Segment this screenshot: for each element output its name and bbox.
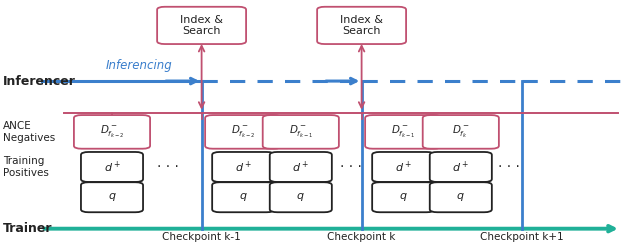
Text: $q$: $q$ xyxy=(399,191,408,203)
FancyBboxPatch shape xyxy=(270,152,332,182)
FancyBboxPatch shape xyxy=(372,152,435,182)
Text: · · ·: · · · xyxy=(498,160,520,174)
Text: $D^-_{f_{k-2}}$: $D^-_{f_{k-2}}$ xyxy=(231,124,255,140)
Text: Checkpoint k-1: Checkpoint k-1 xyxy=(162,232,241,242)
Text: $D^-_{f_{k-1}}$: $D^-_{f_{k-1}}$ xyxy=(391,124,415,140)
Text: $d^+$: $d^+$ xyxy=(395,159,412,175)
Text: Index &
Search: Index & Search xyxy=(340,15,383,36)
Text: $D^-_{f_{k-1}}$: $D^-_{f_{k-1}}$ xyxy=(289,124,313,140)
FancyBboxPatch shape xyxy=(430,182,492,212)
FancyBboxPatch shape xyxy=(270,182,332,212)
FancyBboxPatch shape xyxy=(81,182,143,212)
Text: $d^+$: $d^+$ xyxy=(452,159,469,175)
FancyBboxPatch shape xyxy=(205,115,282,149)
FancyBboxPatch shape xyxy=(74,115,150,149)
FancyBboxPatch shape xyxy=(157,7,246,44)
FancyBboxPatch shape xyxy=(212,152,275,182)
Text: · · ·: · · · xyxy=(157,160,179,174)
FancyBboxPatch shape xyxy=(262,115,339,149)
FancyBboxPatch shape xyxy=(212,182,275,212)
Text: Checkpoint k: Checkpoint k xyxy=(328,232,396,242)
Text: Inferencer: Inferencer xyxy=(3,75,76,88)
Text: $D^-_{f_k}$: $D^-_{f_k}$ xyxy=(452,124,470,140)
Text: ANCE
Negatives: ANCE Negatives xyxy=(3,121,56,143)
Text: Index &
Search: Index & Search xyxy=(180,15,223,36)
FancyBboxPatch shape xyxy=(317,7,406,44)
Text: $d^+$: $d^+$ xyxy=(292,159,309,175)
FancyBboxPatch shape xyxy=(430,152,492,182)
Text: $q$: $q$ xyxy=(108,191,116,203)
Text: $q$: $q$ xyxy=(456,191,465,203)
Text: $d^+$: $d^+$ xyxy=(104,159,120,175)
Text: $q$: $q$ xyxy=(296,191,305,203)
Text: $d^+$: $d^+$ xyxy=(235,159,252,175)
Text: $D^-_{f_{k-2}}$: $D^-_{f_{k-2}}$ xyxy=(100,124,124,140)
FancyBboxPatch shape xyxy=(422,115,499,149)
Text: Inferencing: Inferencing xyxy=(106,59,173,72)
Text: Checkpoint k+1: Checkpoint k+1 xyxy=(480,232,563,242)
FancyBboxPatch shape xyxy=(81,152,143,182)
Text: Trainer: Trainer xyxy=(3,222,52,235)
Text: · · ·: · · · xyxy=(340,160,362,174)
FancyBboxPatch shape xyxy=(365,115,442,149)
FancyBboxPatch shape xyxy=(372,182,435,212)
Text: Training
Positives: Training Positives xyxy=(3,156,49,178)
Text: $q$: $q$ xyxy=(239,191,248,203)
